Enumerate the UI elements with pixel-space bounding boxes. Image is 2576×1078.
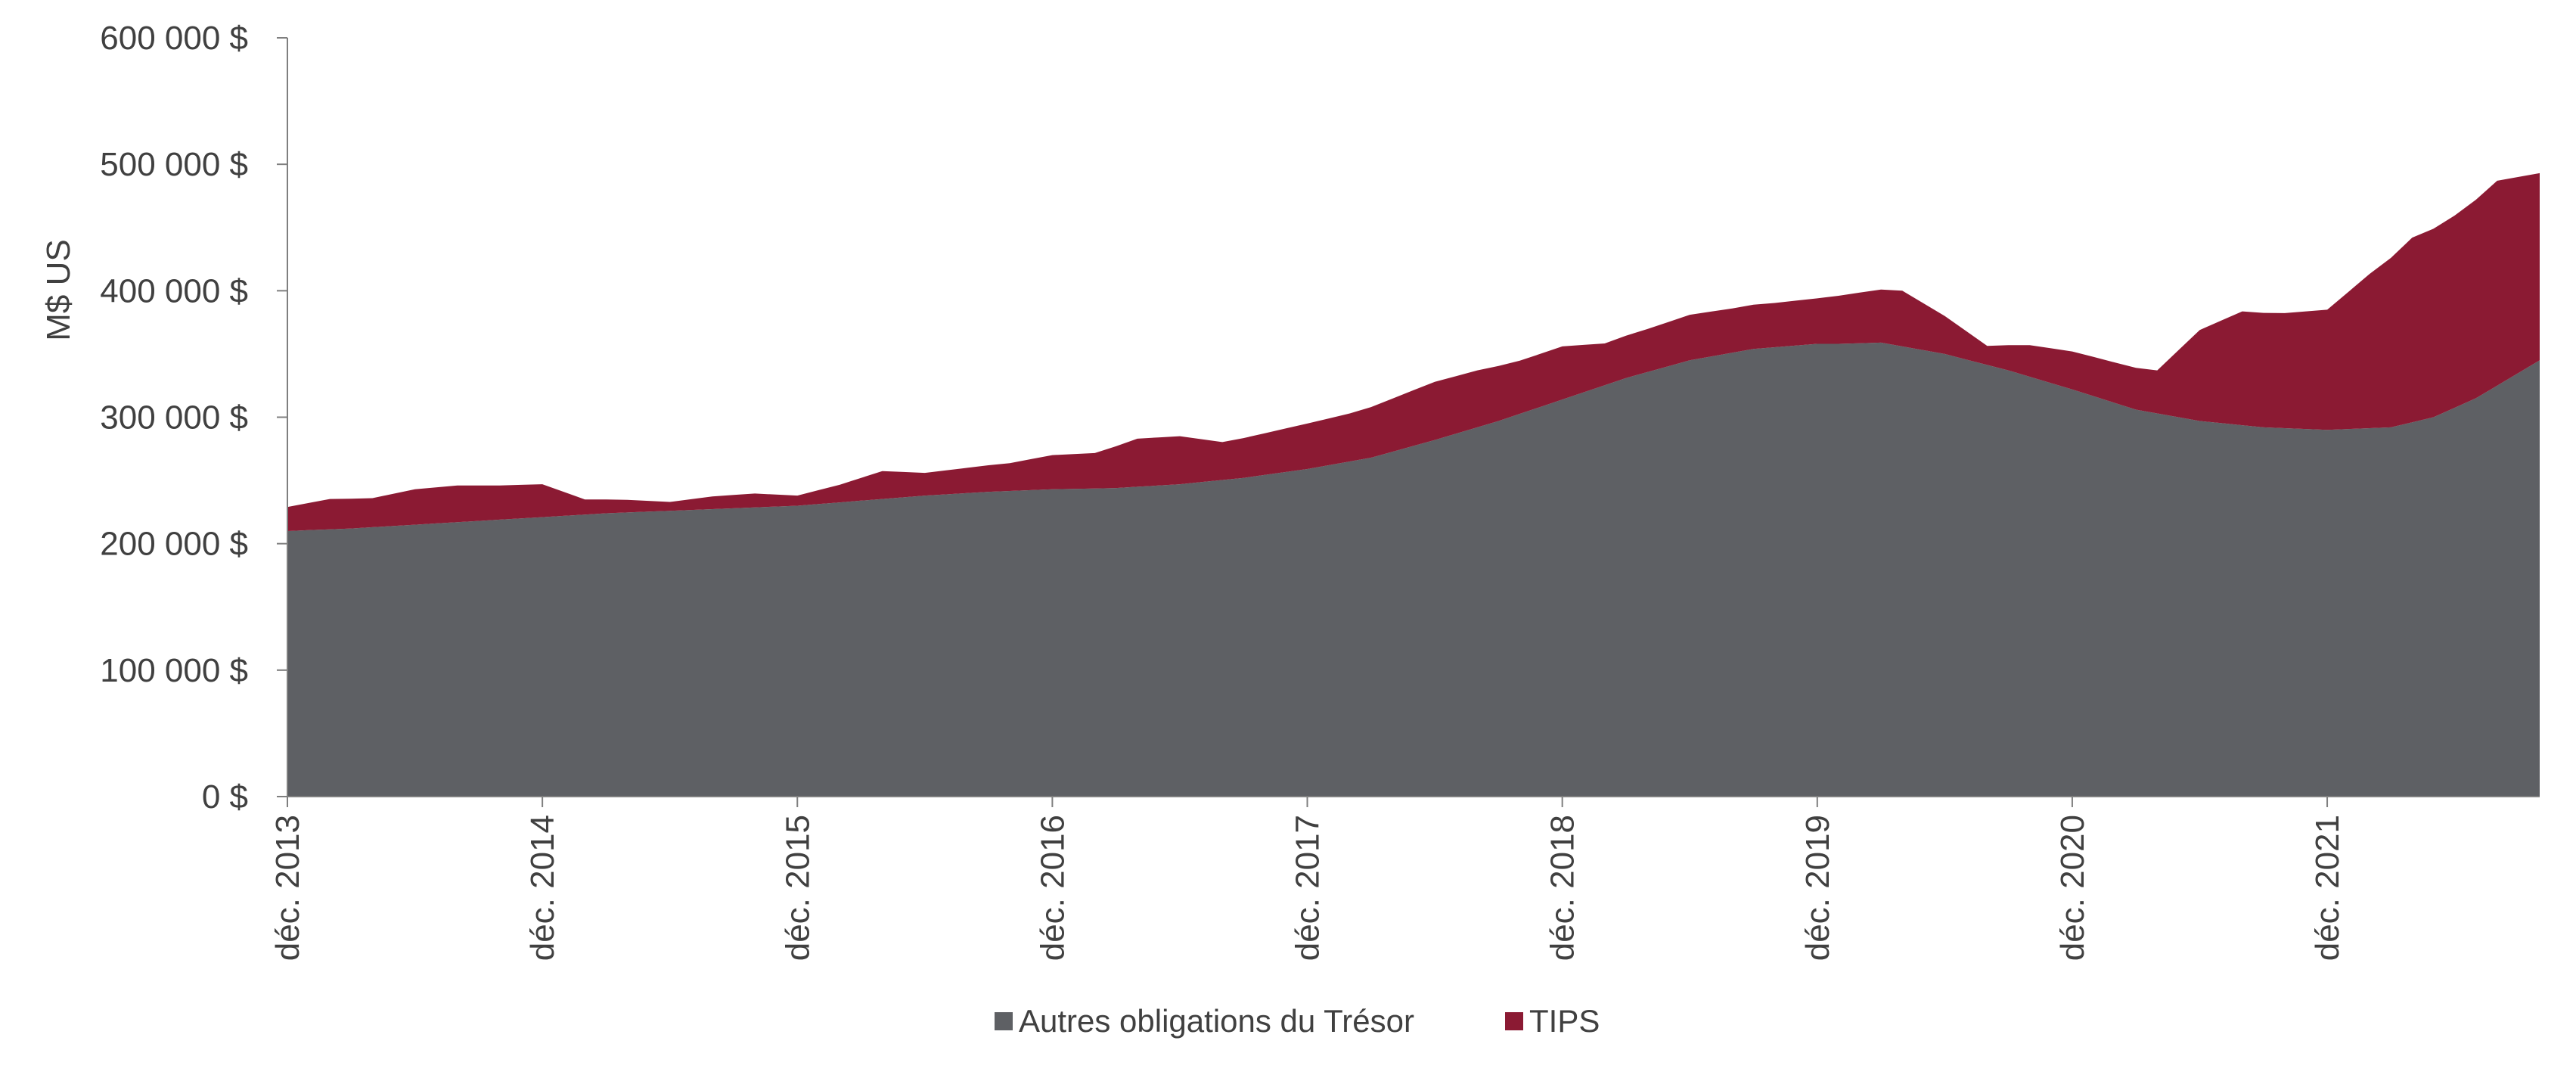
x-tick-label: déc. 2019 (1799, 815, 1836, 961)
legend-label: Autres obligations du Trésor (1019, 1003, 1414, 1039)
y-tick-label: 100 000 $ (100, 652, 248, 689)
x-tick-label: déc. 2021 (2309, 815, 2346, 961)
areas-layer (287, 172, 2540, 797)
y-tick-label: 300 000 $ (100, 399, 248, 436)
x-tick-label: déc. 2020 (2054, 815, 2091, 961)
x-tick-label: déc. 2017 (1290, 815, 1327, 961)
x-tick-label: déc. 2013 (269, 815, 306, 961)
legend-item-1: Autres obligations du Trésor (995, 1003, 1414, 1039)
y-tick-label: 600 000 $ (100, 20, 248, 57)
legend-label: TIPS (1529, 1003, 1600, 1039)
y-tick-label: 500 000 $ (100, 146, 248, 183)
x-tick-label: déc. 2014 (524, 815, 561, 961)
area-series-2 (287, 172, 2540, 531)
legend-item-2: TIPS (1505, 1003, 1600, 1039)
y-ticks: 0 $ 100 000 $ 200 000 $ 300 000 $ 400 000 $ 5… (100, 20, 287, 815)
y-tick-label: 400 000 $ (100, 272, 248, 309)
x-tick-label: déc. 2016 (1034, 815, 1071, 961)
x-ticks: déc. 2013 déc. 2014 déc. 2015 déc. 2016 déc.… (269, 797, 2346, 961)
legend-swatch (995, 1012, 1013, 1030)
x-tick-label: déc. 2018 (1544, 815, 1581, 961)
y-tick-label: 200 000 $ (100, 526, 248, 563)
y-tick-label: 0 $ (202, 778, 248, 815)
legend-swatch (1505, 1012, 1523, 1030)
x-tick-label: déc. 2015 (779, 815, 816, 961)
y-axis-title: M$ US (40, 239, 77, 340)
legend: Autres obligations du Trésor TIPS (995, 1003, 1600, 1039)
area-series-1 (287, 342, 2540, 797)
